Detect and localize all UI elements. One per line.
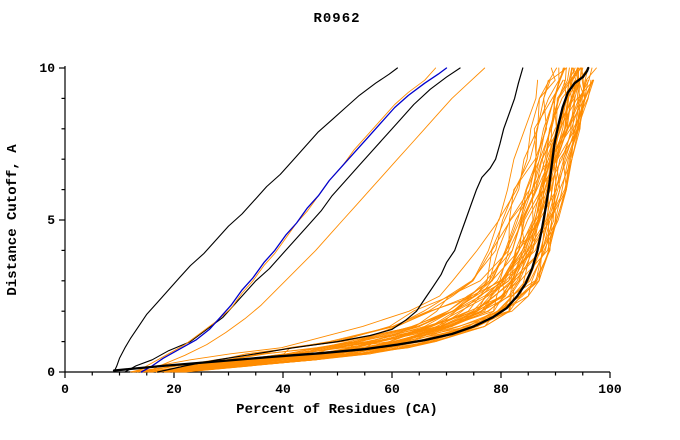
ensemble-model-line <box>164 67 580 373</box>
ensemble-model-line <box>165 67 582 373</box>
ensemble-model-line <box>173 67 580 373</box>
x-tick-label: 40 <box>275 382 291 397</box>
x-tick-label: 60 <box>384 382 400 397</box>
y-tick-label: 10 <box>39 61 55 76</box>
curves-layer <box>112 66 597 373</box>
y-tick-label: 0 <box>47 365 55 380</box>
ensemble-model-line <box>142 67 560 373</box>
series-orange-outlier-1 <box>146 67 486 373</box>
series-black-mid-model <box>124 67 461 373</box>
series-reference-thick-model <box>112 66 590 372</box>
ensemble-model-line <box>165 67 582 373</box>
ensemble-model-line <box>165 67 580 373</box>
ensemble-model-line <box>165 67 582 373</box>
ensemble-model-line <box>176 67 589 373</box>
ensemble-model-line <box>171 67 589 373</box>
ensemble-model-line <box>132 67 556 373</box>
y-axis-label: Distance Cutoff, A <box>5 144 21 296</box>
ensemble-model-line <box>139 79 549 373</box>
series-black-left-model <box>113 67 398 373</box>
ensemble-model-line <box>130 79 539 373</box>
ensemble-model-line <box>164 67 576 373</box>
ensemble-model-line <box>180 79 594 373</box>
ensemble-model-line <box>132 67 558 373</box>
series-blue-model <box>140 67 448 373</box>
ensemble-model-line <box>157 67 577 373</box>
x-tick-label: 80 <box>493 382 509 397</box>
x-axis-label: Percent of Residues (CA) <box>236 402 438 418</box>
x-tick-label: 0 <box>61 382 69 397</box>
series-orange-outlier-2 <box>135 67 437 373</box>
x-tick-label: 20 <box>166 382 182 397</box>
ensemble-model-line <box>165 67 581 373</box>
chart-title: R0962 <box>313 11 360 27</box>
y-tick-label: 5 <box>47 213 55 228</box>
ensemble-model-line <box>147 67 565 373</box>
ensemble-model-line <box>184 79 592 373</box>
series-black-right-model <box>157 67 524 373</box>
ensemble-model-line <box>171 67 580 373</box>
x-tick-label: 100 <box>598 382 622 397</box>
